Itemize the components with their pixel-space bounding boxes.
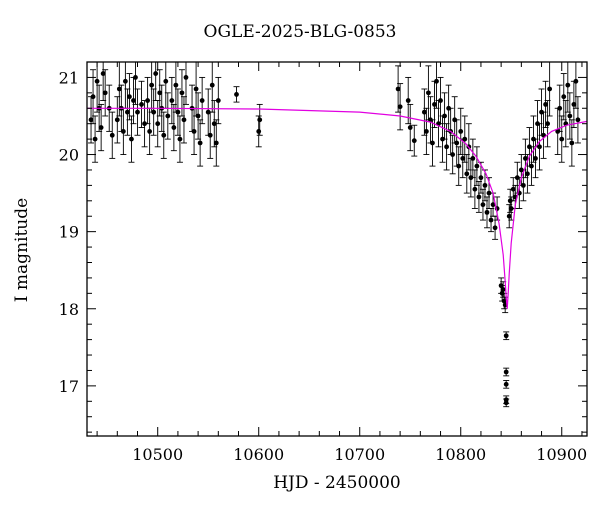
data-point bbox=[544, 100, 551, 148]
data-point bbox=[540, 111, 547, 159]
plot-frame bbox=[86, 61, 588, 437]
data-point bbox=[503, 331, 510, 341]
x-tick-label: 10900 bbox=[536, 445, 587, 464]
data-point bbox=[562, 100, 569, 148]
y-tick-label: 21 bbox=[59, 68, 79, 87]
data-point bbox=[174, 88, 181, 136]
x-tick-label: 10600 bbox=[233, 445, 284, 464]
chart-title: OGLE-2025-BLG-0853 bbox=[203, 22, 397, 42]
data-point bbox=[397, 83, 404, 131]
data-point bbox=[168, 76, 175, 125]
data-point bbox=[132, 62, 139, 105]
data-point bbox=[126, 73, 133, 121]
x-tick-label: 10500 bbox=[132, 445, 183, 464]
x-tick-label: 10700 bbox=[334, 445, 385, 464]
data-point bbox=[574, 96, 581, 144]
data-point bbox=[522, 138, 529, 179]
y-tick-label: 20 bbox=[59, 146, 79, 165]
data-point bbox=[457, 107, 464, 155]
data-point bbox=[215, 76, 222, 125]
data-point bbox=[463, 154, 470, 194]
data-point bbox=[233, 86, 240, 103]
data-point bbox=[556, 84, 563, 132]
data-point bbox=[503, 395, 510, 405]
x-axis-label: HJD - 2450000 bbox=[273, 473, 401, 493]
data-point bbox=[536, 123, 543, 171]
data-layer bbox=[88, 62, 581, 408]
data-point bbox=[199, 76, 206, 125]
x-tick-label: 10800 bbox=[435, 445, 486, 464]
data-point bbox=[213, 119, 220, 167]
data-point bbox=[570, 80, 577, 128]
data-point bbox=[481, 169, 488, 202]
y-tick-label: 19 bbox=[59, 223, 79, 242]
data-point bbox=[477, 161, 484, 194]
data-point bbox=[138, 80, 145, 128]
data-point bbox=[546, 62, 553, 117]
data-point bbox=[176, 115, 183, 163]
axis-layer: 10500 10600 10700 10800 10900 17 18 19 20 21 bbox=[59, 61, 587, 464]
data-point bbox=[564, 62, 571, 113]
data-point bbox=[114, 96, 121, 144]
data-point bbox=[411, 124, 418, 157]
data-point bbox=[164, 92, 171, 140]
data-point bbox=[209, 62, 216, 113]
data-point bbox=[207, 111, 214, 159]
data-point bbox=[182, 62, 189, 105]
y-tick-label: 17 bbox=[59, 377, 79, 396]
data-point bbox=[407, 103, 414, 152]
data-point bbox=[542, 80, 549, 128]
data-point bbox=[109, 111, 116, 159]
data-point bbox=[134, 88, 141, 136]
data-point bbox=[160, 111, 167, 159]
data-point bbox=[520, 169, 527, 202]
data-point bbox=[503, 380, 510, 389]
data-point bbox=[455, 146, 462, 186]
data-point bbox=[98, 103, 105, 152]
data-point bbox=[532, 138, 539, 179]
data-point bbox=[503, 367, 510, 377]
y-tick-label: 18 bbox=[59, 300, 79, 319]
data-point bbox=[395, 65, 402, 113]
model-curve bbox=[87, 107, 587, 309]
data-point bbox=[433, 62, 440, 109]
model-layer bbox=[87, 107, 587, 309]
data-point bbox=[449, 134, 456, 175]
data-point bbox=[423, 107, 430, 155]
